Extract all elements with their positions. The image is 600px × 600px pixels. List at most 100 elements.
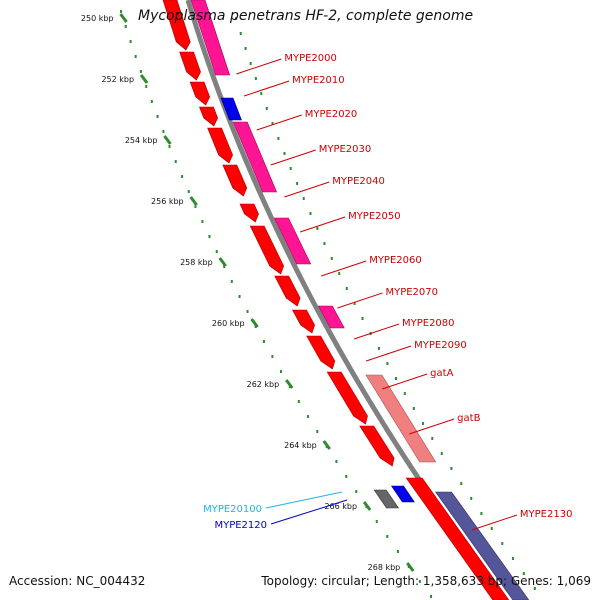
tick-label: 262 kbp xyxy=(247,380,280,389)
tick-label: 258 kbp xyxy=(180,258,213,267)
outer-tick-dot xyxy=(470,497,473,500)
label-leader-line xyxy=(284,181,330,198)
tick-label: 268 kbp xyxy=(368,563,401,572)
tick-dot xyxy=(124,25,127,28)
tick-dot xyxy=(355,490,358,493)
outer-tick-dot xyxy=(395,377,398,380)
outer-tick-dot xyxy=(289,167,292,170)
outer-tick-dot xyxy=(249,62,252,65)
forward-cds-arrow xyxy=(359,425,395,467)
outer-tick-dot xyxy=(345,287,348,290)
tick-dot xyxy=(271,355,274,358)
tick-label: 264 kbp xyxy=(284,441,317,450)
major-tick xyxy=(189,196,198,206)
outer-tick-dot xyxy=(403,392,406,395)
gene-label: MYPE2070 xyxy=(385,287,438,298)
tick-dot xyxy=(230,280,233,283)
forward-cds-arrow xyxy=(249,225,285,275)
gat-operon-block xyxy=(365,374,437,463)
outer-tick-dot xyxy=(316,227,319,230)
outer-tick-dot xyxy=(460,482,463,485)
tick-dot xyxy=(194,205,197,208)
feature-layer xyxy=(162,0,530,600)
gene-label: MYPE2030 xyxy=(319,144,372,155)
gene-label: MYPE2090 xyxy=(414,340,467,351)
tick-label: 250 kbp xyxy=(81,14,114,23)
tick-dot xyxy=(201,220,204,223)
tick-dot xyxy=(162,130,165,133)
outer-tick-dot xyxy=(277,137,280,140)
forward-cds-arrow xyxy=(179,51,201,81)
tick-layer: 250 kbp 252 kbp 254 kbp 256 kbp 258 kbp 260 k… xyxy=(81,10,536,598)
reverse-strand-block xyxy=(435,491,530,600)
gene-label: MYPE2040 xyxy=(332,176,385,187)
gene-label: gatA xyxy=(430,368,453,379)
gene-label: MYPE2060 xyxy=(369,255,422,266)
outer-tick-dot xyxy=(431,437,434,440)
tick-label: 256 kbp xyxy=(151,197,184,206)
gene-label: MYPE2080 xyxy=(402,318,455,329)
major-tick xyxy=(250,318,259,328)
rna-feature xyxy=(220,97,242,121)
outer-tick-dot xyxy=(296,182,299,185)
label-leader-line xyxy=(321,260,367,277)
reverse-cds-block xyxy=(190,0,231,76)
tick-dot xyxy=(306,415,309,418)
outer-tick-dot xyxy=(412,407,415,410)
label-leader-line xyxy=(366,345,412,362)
outer-tick-dot xyxy=(254,77,257,80)
major-tick xyxy=(322,440,331,450)
gene-label: MYPE2130 xyxy=(520,509,573,520)
gene-label: MYPE2020 xyxy=(305,109,358,120)
forward-cds-arrow xyxy=(326,371,368,425)
label-layer: MYPE2000 MYPE2010 MYPE2020 MYPE2030 MYPE2040… xyxy=(203,53,572,531)
forward-cds-arrow xyxy=(162,0,191,51)
tick-dot xyxy=(208,235,211,238)
gene-label: MYPE2050 xyxy=(348,211,401,222)
tick-dot xyxy=(345,475,348,478)
grey-feature xyxy=(373,489,400,509)
gene-label: MYPE2010 xyxy=(292,75,345,86)
tick-label: 252 kbp xyxy=(101,75,134,84)
outer-tick-dot xyxy=(244,47,247,50)
tick-dot xyxy=(262,340,265,343)
outer-tick-dot xyxy=(490,527,493,530)
gene-label: MYPE2000 xyxy=(284,53,337,64)
tick-dot xyxy=(316,430,319,433)
accession-text: Accession: NC_004432 xyxy=(9,574,146,588)
reverse-cds-block xyxy=(232,121,278,193)
tick-dot xyxy=(168,145,171,148)
outer-tick-dot xyxy=(239,32,242,35)
forward-cds-arrow xyxy=(292,309,315,334)
tick-label: 266 kbp xyxy=(324,502,357,511)
outer-tick-dot xyxy=(522,572,525,575)
major-tick xyxy=(285,379,294,389)
outer-tick-dot xyxy=(330,257,333,260)
tick-dot xyxy=(375,520,378,523)
forward-cds-block xyxy=(405,477,510,600)
forward-cds-arrow xyxy=(239,203,259,223)
label-leader-line xyxy=(270,499,348,525)
tick-dot xyxy=(430,595,433,598)
outer-tick-dot xyxy=(421,422,424,425)
forward-cds-arrow xyxy=(207,127,233,164)
tick-dot xyxy=(215,250,218,253)
outer-tick-dot xyxy=(338,272,341,275)
tick-dot xyxy=(187,190,190,193)
outer-tick-dot xyxy=(235,17,238,20)
label-leader-line xyxy=(299,216,346,233)
label-leader-line xyxy=(337,292,383,309)
major-tick xyxy=(119,13,128,23)
tick-dot xyxy=(134,55,137,58)
tick-dot xyxy=(297,400,300,403)
outer-tick-dot xyxy=(480,512,483,515)
outer-tick-dot xyxy=(533,587,536,590)
outer-tick-dot xyxy=(271,122,274,125)
outer-tick-dot xyxy=(386,362,389,365)
tick-dot xyxy=(150,100,153,103)
label-leader-line xyxy=(409,418,455,435)
label-leader-line xyxy=(236,58,282,75)
label-leader-line xyxy=(353,323,400,340)
